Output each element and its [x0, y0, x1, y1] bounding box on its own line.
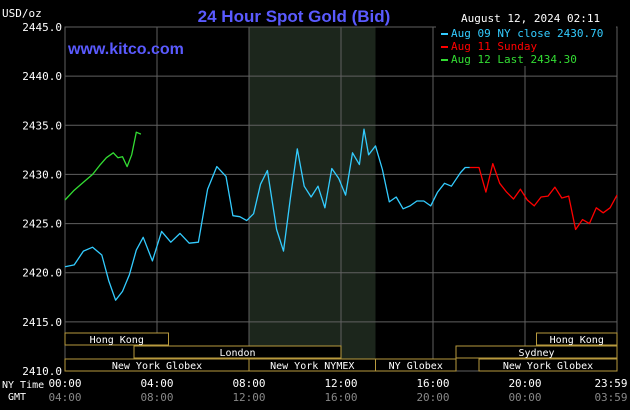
y-tick-label: 2415.0 — [22, 316, 62, 329]
watermark-logo: www.kitco.com — [67, 41, 184, 58]
legend-entry: Aug 12 Last 2434.30 — [451, 53, 577, 66]
session-label: New York Globex — [112, 361, 202, 372]
x-tick-label-ny: 08:00 — [232, 377, 265, 390]
y-axis: 2445.0 2440.0 2435.0 2430.0 2425.0 2420.0 2415… — [22, 21, 62, 378]
session-label: New York Globex — [503, 361, 593, 372]
session-label: Sydney — [518, 348, 554, 359]
y-tick-label: 2435.0 — [22, 119, 62, 132]
y-tick-label: 2445.0 — [22, 21, 62, 34]
session-box — [536, 332, 618, 346]
session-label: New York NYMEX — [270, 361, 354, 372]
session-label: Hong Kong — [550, 335, 604, 346]
gmt-axis-label: GMT — [8, 392, 26, 403]
session-label: London — [219, 348, 255, 359]
x-tick-label-ny: 04:00 — [140, 377, 173, 390]
trading-sessions: Hong Kong Hong Kong London Sydney New York G… — [64, 332, 618, 372]
ny-time-axis-label: NY Time — [2, 380, 44, 391]
x-tick-label-ny: 20:00 — [508, 377, 541, 390]
x-tick-label-gmt: 16:00 — [324, 391, 357, 404]
x-axis: 00:0004:0004:0008:0008:0012:0012:0016:00… — [48, 377, 627, 404]
series-line-1 — [469, 162, 618, 231]
x-tick-label-ny: 12:00 — [324, 377, 357, 390]
x-tick-label-ny: 00:00 — [48, 377, 81, 390]
chart-title: 24 Hour Spot Gold (Bid) — [198, 7, 391, 26]
y-tick-label: 2425.0 — [22, 218, 62, 231]
x-tick-label-gmt: 04:00 — [48, 391, 81, 404]
legend-entry: Aug 09 NY close 2430.70 — [451, 27, 603, 40]
nymex-highlight-band — [249, 27, 376, 371]
session-label: Hong Kong — [90, 335, 144, 346]
session-box — [64, 332, 169, 346]
session-box — [455, 345, 618, 359]
x-tick-label-gmt: 00:00 — [508, 391, 541, 404]
series-line-2 — [64, 131, 142, 201]
session-box — [375, 358, 457, 372]
session-label: NY Globex — [389, 361, 443, 372]
y-tick-label: 2410.0 — [22, 365, 62, 378]
session-box — [133, 345, 342, 359]
legend-box — [436, 26, 616, 66]
x-tick-label-ny: 16:00 — [416, 377, 449, 390]
session-box — [478, 358, 618, 372]
y-tick-label: 2420.0 — [22, 267, 62, 280]
series-line-0 — [64, 128, 470, 301]
y-tick-label: 2440.0 — [22, 70, 62, 83]
x-tick-label-gmt: 03:59 — [594, 391, 627, 404]
x-tick-label-gmt: 08:00 — [140, 391, 173, 404]
y-tick-label: 2430.0 — [22, 168, 62, 181]
x-tick-label-gmt: 12:00 — [232, 391, 265, 404]
x-tick-label-ny: 23:59 — [594, 377, 627, 390]
y-axis-label: USD/oz — [2, 7, 42, 20]
price-series — [64, 128, 618, 301]
x-tick-label-gmt: 20:00 — [416, 391, 449, 404]
legend-entry: Aug 11 Sunday — [451, 40, 537, 53]
chart-date-time: August 12, 2024 02:11 — [461, 12, 600, 25]
